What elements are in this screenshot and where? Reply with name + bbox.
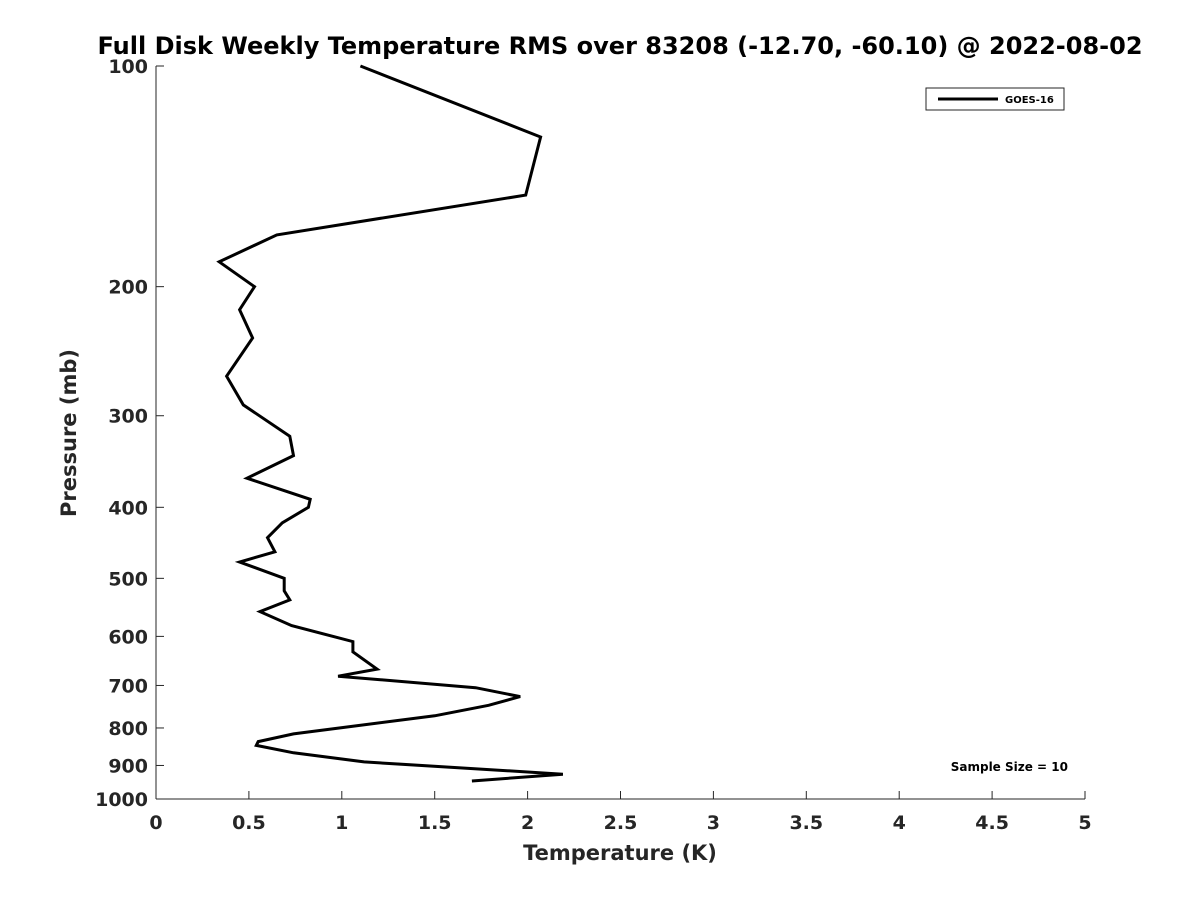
x-tick-label: 3.5	[789, 812, 823, 834]
y-tick-label: 200	[108, 277, 148, 299]
y-tick-label: 100	[108, 56, 148, 78]
x-tick-label: 5	[1078, 812, 1091, 834]
x-tick-label: 2.5	[604, 812, 638, 834]
x-tick-label: 4.5	[975, 812, 1009, 834]
plot-axes	[155, 66, 1085, 800]
x-tick-label: 1.5	[418, 812, 452, 834]
x-tick-label: 2	[521, 812, 534, 834]
x-tick-label: 0	[149, 812, 162, 834]
x-tick-label: 4	[893, 812, 906, 834]
x-axis-label: Temperature (K)	[523, 841, 717, 865]
y-tick-label: 500	[108, 568, 148, 590]
x-tick-label: 0.5	[232, 812, 266, 834]
y-axis-label: Pressure (mb)	[57, 349, 81, 517]
x-tick-label: 3	[707, 812, 720, 834]
y-tick-label: 300	[108, 406, 148, 428]
y-tick-label: 1000	[95, 789, 148, 811]
legend: GOES-16	[925, 87, 1065, 111]
x-ticks: 0 0.5 1 1.5 2 2.5 3 3.5 4 4.5 5	[149, 791, 1092, 834]
y-ticks: 100 200 300 400 500 600 700 800 900 1000	[95, 56, 164, 811]
chart-title: Full Disk Weekly Temperature RMS over 83…	[97, 32, 1142, 60]
y-tick-label: 900	[108, 755, 148, 777]
y-tick-label: 600	[108, 626, 148, 648]
y-tick-label: 700	[108, 675, 148, 697]
legend-label-goes-16: GOES-16	[1005, 95, 1054, 106]
y-tick-label: 400	[108, 497, 148, 519]
series-line-goes-16	[216, 64, 564, 783]
y-tick-label: 800	[108, 718, 148, 740]
sample-size-annotation: Sample Size = 10	[951, 760, 1068, 774]
series-layer	[216, 64, 564, 783]
x-tick-label: 1	[335, 812, 348, 834]
